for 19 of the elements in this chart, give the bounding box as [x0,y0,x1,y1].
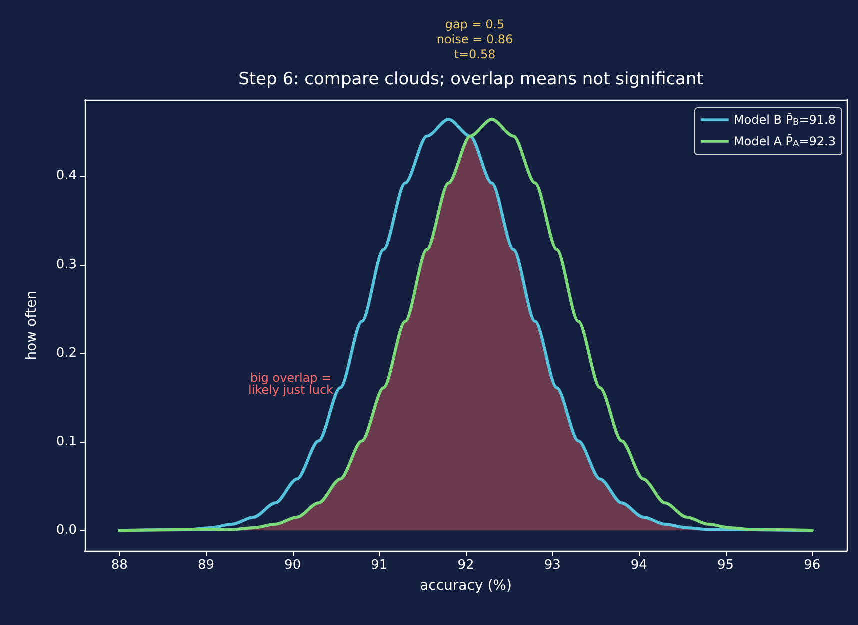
y-tick-label: 0.1 [56,434,77,450]
x-tick-label: 95 [718,558,734,573]
x-tick-label: 92 [458,558,474,573]
y-tick-label: 0.3 [56,257,77,272]
x-tick-label: 90 [284,558,302,573]
y-axis-title: how often [24,290,40,360]
y-tick-label: 0.0 [56,523,77,538]
chart-subtitle: gap = 0.5 noise = 0.86 t=0.58 [436,18,514,62]
y-tick-label: 0.2 [56,346,77,361]
x-tick-label: 96 [804,558,821,573]
annotation: big overlap = likely just luck [248,371,334,397]
x-axis-title: accuracy (%) [420,578,512,594]
x-tick-label: 89 [198,558,214,573]
y-tick-label: 0.4 [56,168,77,184]
chart-title: Step 6: compare clouds; overlap means not significant [238,70,704,90]
x-tick-label: 91 [371,558,388,573]
x-tick-label: 88 [111,558,128,573]
x-tick-label: 94 [630,558,648,573]
x-tick-label: 93 [544,558,561,573]
